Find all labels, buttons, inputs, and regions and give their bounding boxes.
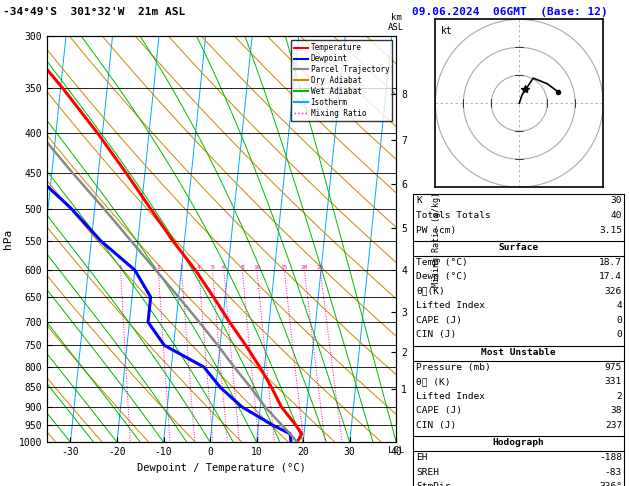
Text: CAPE (J): CAPE (J) <box>416 406 462 416</box>
Text: K: K <box>416 196 422 206</box>
Text: 2: 2 <box>157 265 160 270</box>
Text: 38: 38 <box>611 406 622 416</box>
Text: PW (cm): PW (cm) <box>416 226 457 235</box>
Text: -188: -188 <box>599 453 622 462</box>
Text: LCL: LCL <box>388 446 404 455</box>
Text: Dewp (°C): Dewp (°C) <box>416 272 468 281</box>
Text: 4: 4 <box>616 301 622 311</box>
Text: 0: 0 <box>616 316 622 325</box>
Text: Lifted Index: Lifted Index <box>416 301 486 311</box>
Text: 6: 6 <box>222 265 226 270</box>
Text: 8: 8 <box>240 265 244 270</box>
Text: 09.06.2024  06GMT  (Base: 12): 09.06.2024 06GMT (Base: 12) <box>412 7 608 17</box>
Text: CAPE (J): CAPE (J) <box>416 316 462 325</box>
Text: CIN (J): CIN (J) <box>416 330 457 340</box>
Text: 17.4: 17.4 <box>599 272 622 281</box>
Text: 20: 20 <box>301 265 308 270</box>
Text: 10: 10 <box>253 265 260 270</box>
Text: EH: EH <box>416 453 428 462</box>
Text: 237: 237 <box>605 421 622 430</box>
Text: 4: 4 <box>197 265 201 270</box>
Text: -83: -83 <box>605 468 622 477</box>
Text: -34°49'S  301°32'W  21m ASL: -34°49'S 301°32'W 21m ASL <box>3 7 186 17</box>
Text: 1: 1 <box>119 265 123 270</box>
Text: Lifted Index: Lifted Index <box>416 392 486 401</box>
Text: Temp (°C): Temp (°C) <box>416 258 468 267</box>
Text: θᴄ(K): θᴄ(K) <box>416 287 445 296</box>
Text: 2: 2 <box>616 392 622 401</box>
Text: Surface: Surface <box>499 243 538 252</box>
Text: CIN (J): CIN (J) <box>416 421 457 430</box>
Text: 326: 326 <box>605 287 622 296</box>
Text: kt: kt <box>440 26 452 36</box>
Text: 40: 40 <box>611 211 622 220</box>
Text: 336°: 336° <box>599 482 622 486</box>
Y-axis label: hPa: hPa <box>3 229 13 249</box>
Text: Hodograph: Hodograph <box>493 438 545 448</box>
Text: 30: 30 <box>611 196 622 206</box>
Text: 3: 3 <box>180 265 184 270</box>
Legend: Temperature, Dewpoint, Parcel Trajectory, Dry Adiabat, Wet Adiabat, Isotherm, Mi: Temperature, Dewpoint, Parcel Trajectory… <box>291 40 392 121</box>
Text: 18.7: 18.7 <box>599 258 622 267</box>
Text: 331: 331 <box>605 377 622 386</box>
Text: Totals Totals: Totals Totals <box>416 211 491 220</box>
Text: 3.15: 3.15 <box>599 226 622 235</box>
Text: 975: 975 <box>605 363 622 372</box>
X-axis label: Dewpoint / Temperature (°C): Dewpoint / Temperature (°C) <box>137 463 306 473</box>
Text: 0: 0 <box>616 330 622 340</box>
Text: Pressure (mb): Pressure (mb) <box>416 363 491 372</box>
Text: θᴄ (K): θᴄ (K) <box>416 377 451 386</box>
Text: Most Unstable: Most Unstable <box>481 348 556 357</box>
Text: StmDir: StmDir <box>416 482 451 486</box>
Text: SREH: SREH <box>416 468 440 477</box>
Text: 25: 25 <box>316 265 324 270</box>
Text: Mixing Ratio (g/kg): Mixing Ratio (g/kg) <box>432 192 441 287</box>
Text: 15: 15 <box>281 265 288 270</box>
Text: km
ASL: km ASL <box>388 13 404 33</box>
Text: 5: 5 <box>211 265 214 270</box>
